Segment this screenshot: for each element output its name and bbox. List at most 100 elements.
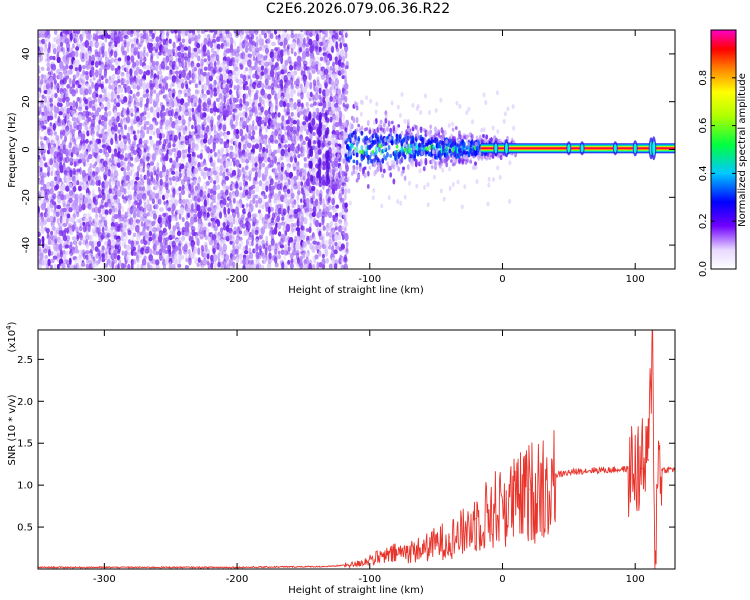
noise-blob bbox=[223, 95, 227, 104]
noise-blob bbox=[180, 239, 184, 247]
noise-blob bbox=[80, 46, 86, 55]
noise-blob bbox=[84, 138, 89, 144]
noise-blob bbox=[297, 185, 301, 191]
noise-blob bbox=[85, 234, 90, 241]
noise-blob bbox=[43, 149, 46, 154]
noise-blob bbox=[261, 183, 266, 191]
noise-blob bbox=[213, 60, 217, 68]
noise-blob bbox=[215, 212, 220, 219]
noise-blob bbox=[296, 194, 300, 201]
noise-blob bbox=[222, 222, 226, 228]
noise-blob bbox=[142, 193, 147, 201]
noise-blob bbox=[321, 221, 325, 226]
noise-blob bbox=[269, 192, 274, 200]
noise-blob bbox=[321, 142, 325, 148]
noise-blob bbox=[44, 113, 49, 122]
noise-blob bbox=[40, 101, 45, 109]
noise-blob bbox=[142, 245, 147, 251]
noise-blob bbox=[159, 178, 163, 186]
noise-blob bbox=[183, 46, 189, 51]
noise-blob bbox=[301, 45, 307, 53]
noise-blob bbox=[225, 254, 230, 261]
noise-blob bbox=[144, 234, 150, 241]
noise-blob bbox=[130, 55, 135, 63]
noise-blob bbox=[106, 228, 112, 233]
noise-blob bbox=[174, 52, 179, 58]
noise-blob bbox=[171, 175, 176, 182]
noise-blob bbox=[151, 198, 155, 205]
noise-blob bbox=[116, 189, 122, 197]
noise-blob bbox=[232, 131, 236, 140]
noise-blob bbox=[174, 115, 179, 120]
noise-blob bbox=[53, 99, 58, 109]
noise-blob bbox=[316, 69, 320, 75]
noise-blob bbox=[251, 203, 254, 212]
noise-blob bbox=[98, 67, 103, 76]
noise-blob bbox=[63, 175, 67, 184]
noise-blob bbox=[340, 230, 346, 237]
noise-blob bbox=[215, 202, 220, 211]
noise-blob bbox=[296, 119, 300, 127]
noise-blob bbox=[91, 201, 95, 210]
transition-blob bbox=[355, 165, 359, 171]
noise-blob bbox=[61, 262, 66, 269]
noise-blob bbox=[93, 262, 99, 268]
noise-blob bbox=[341, 248, 347, 254]
noise-blob bbox=[206, 212, 210, 219]
noise-blob bbox=[168, 90, 172, 99]
noise-blob bbox=[247, 217, 253, 222]
noise-blob bbox=[162, 262, 166, 269]
noise-blob bbox=[65, 100, 70, 108]
noise-blob bbox=[190, 60, 195, 68]
noise-blob bbox=[279, 182, 283, 191]
noise-blob bbox=[344, 193, 347, 201]
noise-blob bbox=[113, 109, 118, 118]
noise-blob bbox=[271, 41, 276, 47]
noise-blob bbox=[247, 42, 252, 48]
noise-blob bbox=[202, 112, 207, 118]
noise-blob bbox=[187, 222, 192, 228]
noise-blob bbox=[340, 257, 344, 264]
noise-blob bbox=[142, 207, 147, 213]
noise-blob bbox=[231, 255, 237, 261]
noise-blob bbox=[267, 218, 271, 225]
noise-blob bbox=[190, 52, 195, 60]
noise-blob bbox=[340, 176, 346, 184]
noise-blob bbox=[174, 123, 180, 130]
noise-blob bbox=[126, 46, 130, 54]
noise-blob bbox=[305, 211, 310, 217]
noise-blob bbox=[295, 242, 300, 251]
noise-blob bbox=[203, 66, 208, 71]
noise-blob bbox=[162, 65, 166, 71]
noise-blob bbox=[95, 30, 99, 35]
noise-blob bbox=[228, 89, 233, 95]
noise-blob bbox=[226, 231, 230, 237]
transition-blob bbox=[382, 127, 386, 135]
noise-blob bbox=[151, 46, 157, 51]
noise-blob bbox=[52, 55, 56, 61]
noise-blob bbox=[94, 199, 98, 206]
noise-blob bbox=[97, 123, 101, 132]
noise-blob bbox=[292, 166, 296, 171]
noise-blob bbox=[136, 129, 140, 135]
noise-blob bbox=[196, 238, 200, 247]
noise-blob bbox=[193, 35, 199, 44]
noise-blob bbox=[256, 69, 262, 76]
noise-blob bbox=[164, 231, 168, 236]
noise-blob bbox=[46, 263, 50, 269]
noise-blob bbox=[197, 247, 201, 256]
noise-blob bbox=[334, 65, 339, 71]
noise-blob bbox=[254, 171, 259, 179]
noise-blob bbox=[193, 167, 198, 175]
noise-blob bbox=[226, 152, 230, 157]
noise-blob bbox=[170, 70, 176, 75]
noise-blob bbox=[284, 214, 289, 223]
noise-blob bbox=[62, 97, 66, 103]
noise-blob bbox=[296, 235, 301, 243]
noise-blob bbox=[69, 105, 73, 111]
noise-blob bbox=[127, 183, 131, 191]
noise-blob bbox=[55, 227, 60, 235]
noise-blob bbox=[49, 187, 54, 195]
noise-blob bbox=[145, 147, 150, 153]
noise-blob bbox=[201, 84, 205, 90]
